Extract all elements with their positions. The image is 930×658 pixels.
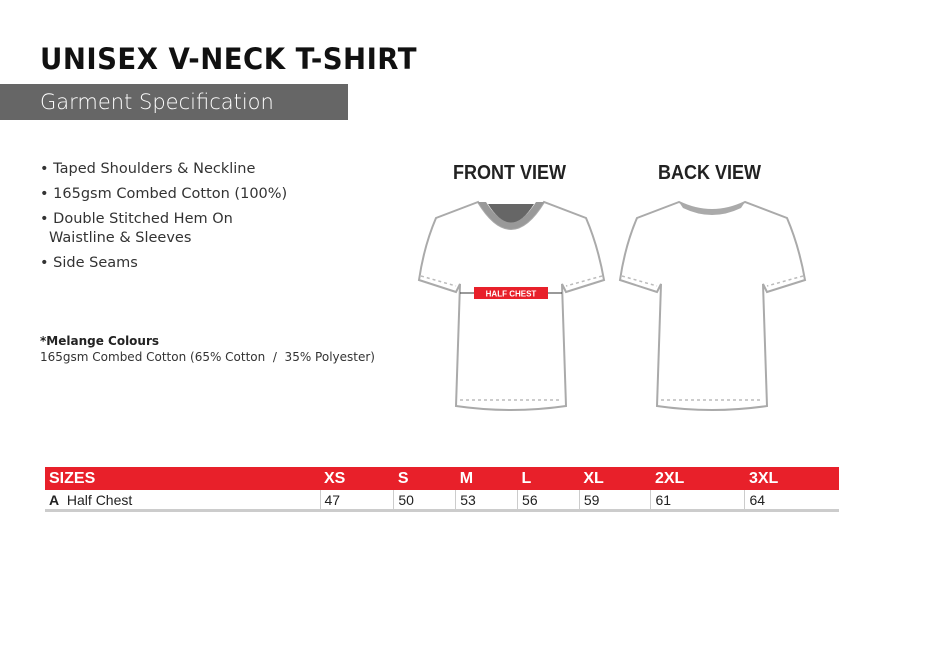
back-view-label: BACK VIEW xyxy=(658,162,762,184)
header-size: 2XL xyxy=(650,467,745,490)
cell: 53 xyxy=(455,490,518,512)
page-title: UNISEX V-NECK T-SHIRT xyxy=(40,42,418,76)
front-shirt-illustration: HALF CHEST xyxy=(417,200,606,411)
cell: 50 xyxy=(393,490,456,512)
header-size: S xyxy=(393,467,456,490)
header-size: L xyxy=(517,467,580,490)
size-table: SIZES XS S M L XL 2XL 3XL A Half Chest 4… xyxy=(45,467,839,512)
row-label: A Half Chest xyxy=(45,490,320,512)
subtitle-bar xyxy=(0,84,348,120)
feature-item: 165gsm Combed Cotton (100%) xyxy=(40,185,287,204)
back-shirt-illustration xyxy=(618,200,807,411)
melange-text: 165gsm Combed Cotton (65% Cotton / 35% P… xyxy=(40,350,375,364)
feature-item: Side Seams xyxy=(40,254,287,273)
feature-item: Taped Shoulders & Neckline xyxy=(40,160,287,179)
half-chest-marker xyxy=(474,287,548,299)
cell: 59 xyxy=(578,490,651,512)
header-size: XL xyxy=(579,467,651,490)
header-size: M xyxy=(455,467,518,490)
feature-item: Double Stitched Hem On Waistline & Sleev… xyxy=(40,210,249,248)
header-size: XS xyxy=(320,467,394,490)
melange-heading: *Melange Colours xyxy=(40,334,160,348)
cell: 61 xyxy=(650,490,745,512)
row-code: A xyxy=(49,491,60,508)
feature-list: Taped Shoulders & Neckline 165gsm Combed… xyxy=(40,160,287,279)
cell: 47 xyxy=(319,490,394,512)
header-size: 3XL xyxy=(744,467,839,490)
row-name: Half Chest xyxy=(66,491,133,508)
table-row: A Half Chest 47 50 53 56 59 61 64 xyxy=(45,490,839,512)
subtitle: Garment Specification xyxy=(40,90,274,114)
table-header-row: SIZES XS S M L XL 2XL 3XL xyxy=(45,467,839,490)
front-view-label: FRONT VIEW xyxy=(453,162,566,184)
header-sizes: SIZES xyxy=(45,467,320,490)
cell: 56 xyxy=(517,490,580,512)
cell: 64 xyxy=(744,490,839,512)
half-chest-label: HALF CHEST xyxy=(486,290,537,299)
